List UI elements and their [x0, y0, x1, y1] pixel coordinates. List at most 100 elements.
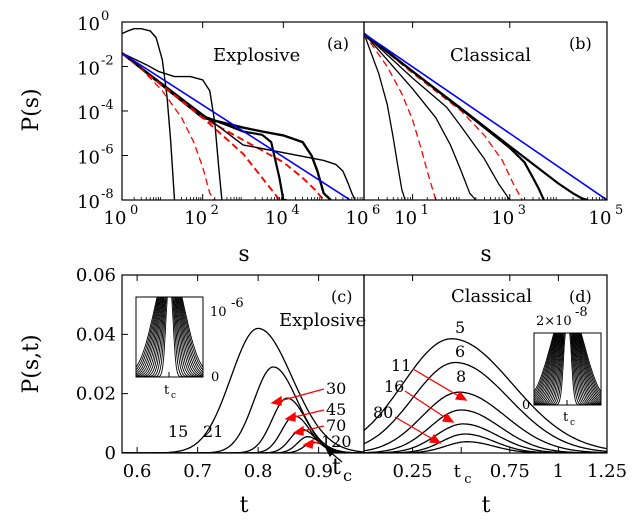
panel-a-ytick-exp-2: -4: [101, 98, 114, 113]
panel-a-curves: [122, 28, 356, 200]
panel-d-arrow-80: [394, 416, 437, 442]
panel-d-label-16: 16: [384, 377, 404, 396]
panel-c-xtick-label-1: 0.7: [183, 461, 212, 482]
panel-c-xtick-label-3: 0.9: [304, 461, 333, 482]
panel-d-inset-tc: t: [563, 410, 569, 425]
panel-c-xtick-label-2: 0.8: [244, 461, 273, 482]
panel-d-xtick-label-1: 0.75: [490, 461, 530, 482]
panel-d-xlabel: t: [482, 493, 491, 518]
panel-d-label-80: 80: [373, 403, 393, 422]
panel-a-label: (a): [327, 34, 349, 53]
panel-a-ytick-exp-4: -8: [101, 187, 114, 202]
panel-a-xtick-label-2: 10: [265, 208, 288, 229]
panel-d-xtick-label-3: 1.25: [587, 461, 627, 482]
panel-b-series-8: [364, 32, 607, 200]
panel-d-curve-4: [364, 409, 607, 453]
panel-c-curve-7: [122, 441, 364, 453]
panel-d-label: (d): [569, 287, 592, 306]
panel-d-inset-ymax: 2×10: [536, 314, 572, 329]
panel-d-curve-3: [364, 391, 607, 453]
panel-c-label-15: 15: [168, 422, 188, 441]
panel-d-inset-zero: 0: [522, 398, 530, 413]
panel-c-inset-tc-sub: c: [171, 391, 176, 401]
panel-a-title: Explosive: [213, 45, 300, 66]
panel-c-inset-curve-14: [136, 296, 203, 378]
panel-c-label-21: 21: [203, 422, 223, 441]
panel-c-ytick-label-0: 0: [105, 443, 116, 464]
panel-c-ylabel: P(s,t): [19, 334, 44, 393]
panel-a-ylabel: P(s): [19, 88, 44, 131]
panel-b-label: (b): [569, 34, 592, 53]
panel-a-series-1: [122, 28, 176, 200]
panel-c-inset-curves: [135, 296, 204, 378]
panel-a-xtick-label-1: 10: [184, 208, 207, 229]
panel-c-inset-ymax: 10: [210, 305, 227, 320]
panel-c-label-45: 45: [326, 400, 346, 419]
panel-a-xlabel: s: [238, 242, 249, 267]
panel-a-series-6: [122, 52, 332, 200]
panel-c-label-70: 70: [326, 416, 346, 435]
panel-a-ytick-label-0: 10: [77, 14, 100, 35]
panel-c-label-120: 120: [321, 432, 352, 451]
panel-b: 10 1 10 3 10 5 Classical (b) s: [363, 21, 623, 267]
panel-c-title: Explosive: [279, 310, 366, 331]
panel-d: 0.25 0.75 1 1.25t c 2×10 -8 0 t c Classical …: [363, 274, 627, 518]
panel-c-xtick-label-0: 0.6: [123, 461, 152, 482]
panel-c-arrowhead-70: [292, 425, 304, 436]
panel-c-inset-tc: t: [164, 383, 170, 398]
panel-a-series-5: [122, 52, 281, 200]
panel-a-xtick-label-0: 10: [104, 208, 127, 229]
panel-d-arrow-11: [412, 368, 463, 399]
panel-c-tc-sub: c: [343, 466, 352, 485]
panel-a-ytick-label-1: 10: [77, 59, 100, 80]
panel-c-arrow-30: [275, 388, 325, 403]
panel-c-arrow-45: [289, 409, 325, 419]
panel-c-inset-frame: [135, 296, 204, 378]
panel-d-arrowhead-16: [441, 412, 455, 423]
panel-b-frame: [363, 21, 608, 201]
panel-d-tc-tick-sub: c: [464, 472, 471, 487]
panel-b-xtick-exp-1: 3: [518, 203, 526, 218]
panel-a-xtick-exp-1: 2: [211, 203, 219, 218]
panel-a-ytick-label-4: 10: [77, 192, 100, 213]
panel-c-arrowhead-30: [270, 395, 282, 406]
panel-d-inset-curves: [533, 332, 602, 406]
panel-c-xlabel: t: [240, 493, 249, 518]
panel-b-xlabel: s: [480, 242, 491, 267]
panel-b-ticks: 10 1 10 3 10 5: [378, 22, 623, 229]
panel-c-ticks: 0.6 0.7 0.8 0.9 0 0.02 0.04 0.06: [76, 265, 333, 482]
panel-b-series-4: [364, 33, 511, 200]
panel-c-curve-3: [122, 397, 364, 453]
panel-a-ytick-label-2: 10: [77, 103, 100, 124]
panel-c-curve-2: [122, 366, 364, 453]
panel-a-series-2: [122, 52, 223, 200]
panel-d-arrows: [394, 368, 468, 444]
panel-d-inset-curve-18: [534, 332, 601, 406]
panel-d-arrowhead-80: [428, 433, 442, 444]
panel-b-xtick-exp-0: 1: [421, 203, 429, 218]
panel-c: 0.6 0.7 0.8 0.9 0 0.02 0.04 0.06 10 -6 0 t c Ex…: [19, 265, 366, 518]
panel-a-xtick-exp-0: 0: [130, 203, 138, 218]
panel-c-ytick-label-2: 0.04: [76, 324, 116, 345]
panel-d-tc-tick-label: t: [454, 461, 462, 482]
panel-d-label-6: 6: [455, 342, 465, 361]
panel-a-series-7: [122, 52, 325, 200]
panel-a-series-9: [122, 52, 352, 200]
panel-c-label-30: 30: [326, 379, 346, 398]
panel-a-series-3: [122, 52, 216, 200]
panel-d-label-11: 11: [391, 356, 411, 375]
panel-b-xtick-label-1: 10: [491, 208, 514, 229]
panel-d-ticks: 0.25 0.75 1 1.25t c: [393, 275, 627, 487]
panel-d-title: Classical: [451, 286, 532, 307]
panel-a-ytick-exp-1: -2: [101, 54, 114, 69]
panel-a-ytick-exp-0: 0: [101, 9, 109, 24]
panel-c-inset-ymax-exp: -6: [231, 296, 244, 311]
panel-b-xtick-exp-2: 5: [615, 203, 623, 218]
panel-a-ytick-exp-3: -6: [101, 143, 114, 158]
panel-b-series-5: [364, 33, 523, 200]
panel-b-xtick-label-0: 10: [394, 208, 417, 229]
panel-c-ytick-label-1: 0.02: [76, 384, 116, 405]
panel-d-label-5: 5: [455, 318, 465, 337]
panel-b-curves: [364, 32, 607, 200]
panel-b-series-3: [364, 33, 477, 200]
